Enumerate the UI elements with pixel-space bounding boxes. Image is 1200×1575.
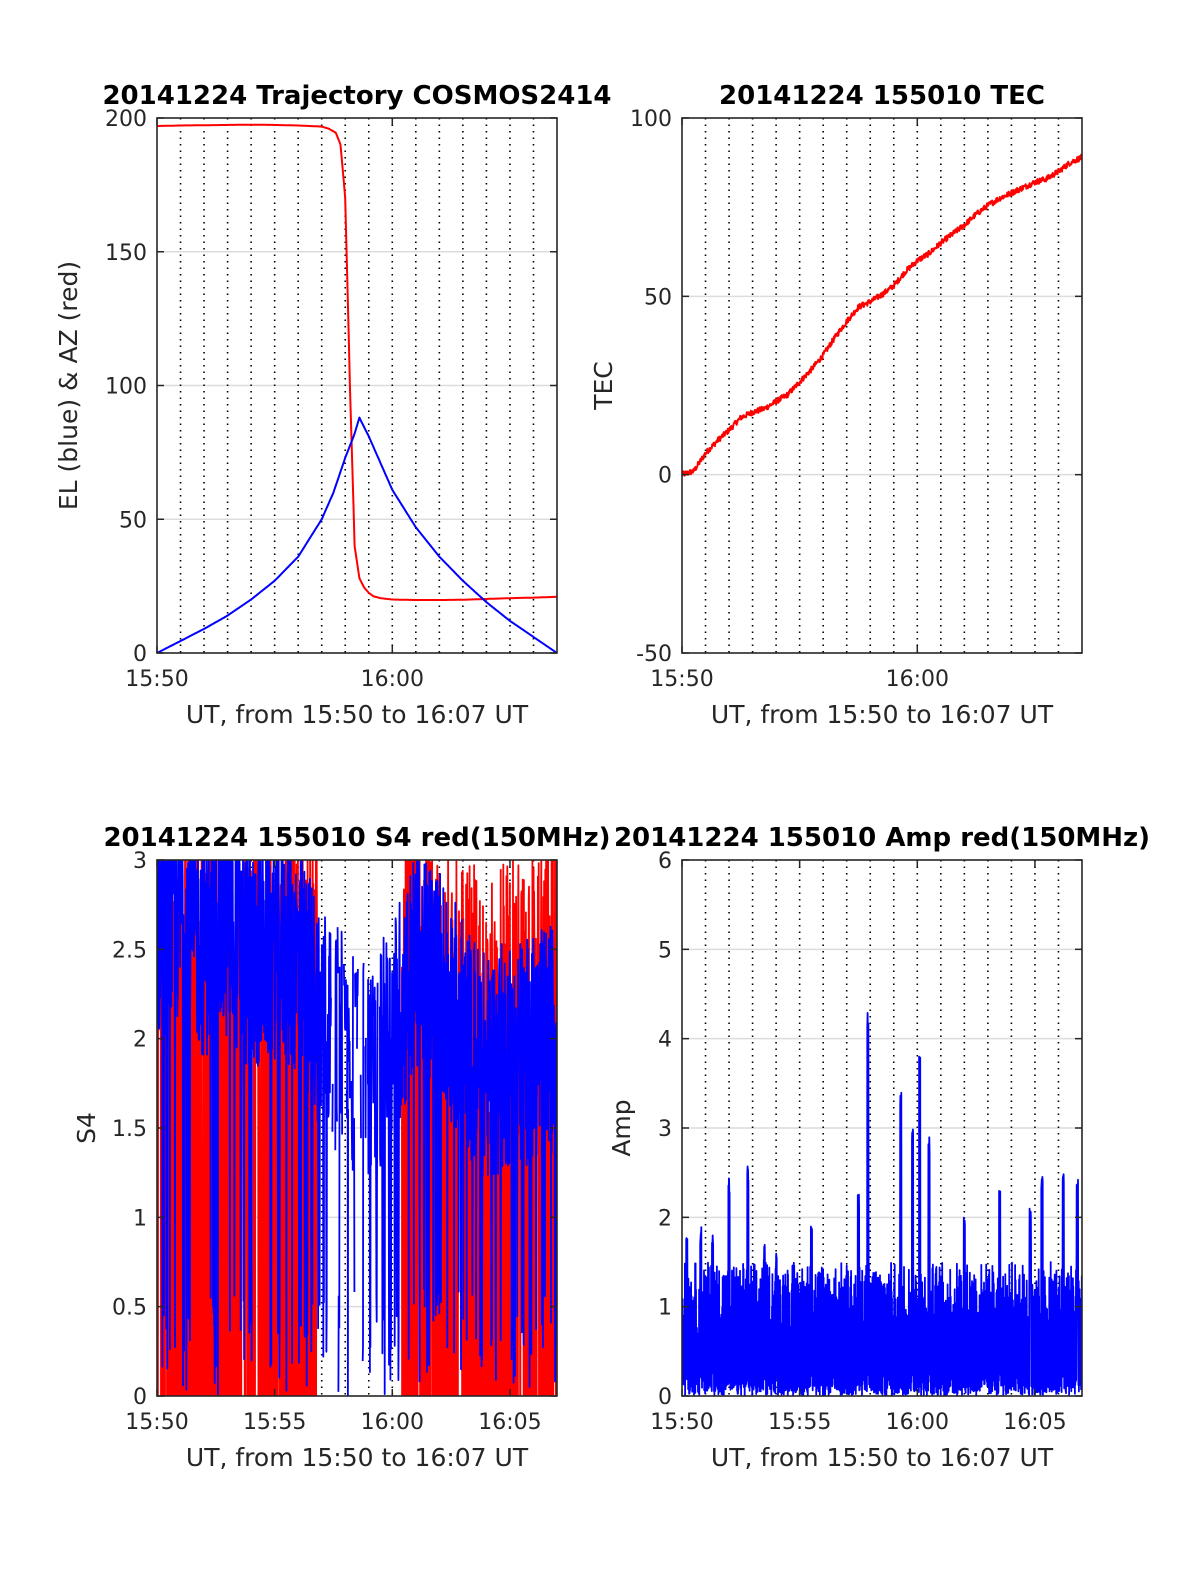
y-tick-label: 0.5 — [112, 1296, 147, 1321]
plot-area — [682, 153, 1082, 477]
y-tick-label: 4 — [658, 1028, 672, 1053]
x-tick-label: 15:55 — [243, 1410, 306, 1435]
y-tick-label: 2 — [658, 1206, 672, 1231]
x-axis-label: UT, from 15:50 to 16:07 UT — [711, 700, 1054, 729]
x-axis-label: UT, from 15:50 to 16:07 UT — [186, 1443, 529, 1472]
y-tick-label: 50 — [644, 285, 672, 310]
x-tick-label: 16:00 — [361, 1410, 424, 1435]
y-tick-label: 6 — [658, 849, 672, 874]
y-tick-label: 100 — [630, 107, 672, 132]
plot-area — [682, 1012, 1082, 1396]
x-tick-label: 16:00 — [886, 1410, 949, 1435]
x-tick-label: 16:05 — [478, 1410, 541, 1435]
y-axis-label: EL (blue) & AZ (red) — [54, 261, 83, 510]
chart-title: 20141224 155010 S4 red(150MHz) — [103, 823, 610, 853]
series-line-2 — [157, 416, 557, 653]
x-tick-label: 15:50 — [125, 1410, 188, 1435]
series-line-2 — [157, 860, 557, 1396]
y-axis-label: TEC — [589, 361, 618, 411]
x-tick-label: 16:05 — [1003, 1410, 1066, 1435]
y-tick-label: 3 — [133, 849, 147, 874]
y-tick-label: 50 — [119, 508, 147, 533]
y-tick-label: 1 — [133, 1206, 147, 1231]
y-tick-label: 2.5 — [112, 938, 147, 963]
y-tick-label: 1 — [658, 1296, 672, 1321]
y-axis-label: S4 — [72, 1112, 101, 1144]
y-tick-label: -50 — [636, 642, 672, 667]
y-tick-label: 200 — [105, 107, 147, 132]
y-tick-label: 5 — [658, 938, 672, 963]
x-axis-label: UT, from 15:50 to 16:07 UT — [711, 1443, 1054, 1472]
chart-title: 20141224 155010 Amp red(150MHz) — [614, 823, 1150, 853]
chart-title: 20141224 Trajectory COSMOS2414 — [102, 81, 611, 111]
x-tick-label: 15:50 — [125, 667, 188, 692]
chart-4: 0 1 2 3 4 5 6 15:50 15:55 16:00 16:05 20141224 1550… — [607, 823, 1150, 1472]
x-tick-label: 16:00 — [886, 667, 949, 692]
series-line-1 — [157, 123, 557, 601]
y-tick-label: 0 — [133, 1385, 147, 1410]
y-tick-label: 150 — [105, 241, 147, 266]
axes-box — [681, 117, 1083, 654]
chart-2: -50 0 50 100 15:50 16:00 20141224 155010 TEC UT… — [589, 81, 1083, 729]
series-line-1 — [682, 1012, 1082, 1396]
chart-title: 20141224 155010 TEC — [719, 81, 1045, 111]
chart-3: 0 0.5 1 1.5 2 2.5 3 15:50 15:55 16:00 16:05 2014122… — [72, 823, 611, 1472]
y-tick-label: 0 — [658, 464, 672, 489]
y-tick-label: 3 — [658, 1117, 672, 1142]
y-tick-label: 2 — [133, 1028, 147, 1053]
y-tick-label: 0 — [658, 1385, 672, 1410]
chart-1: 0 50 100 150 200 15:50 16:00 20141224 Trajector… — [54, 81, 612, 729]
x-tick-label: 16:00 — [361, 667, 424, 692]
x-tick-label: 15:50 — [650, 667, 713, 692]
y-tick-label: 1.5 — [112, 1117, 147, 1142]
x-tick-label: 15:55 — [768, 1410, 831, 1435]
y-tick-label: 100 — [105, 375, 147, 400]
x-tick-label: 15:50 — [650, 1410, 713, 1435]
x-axis-label: UT, from 15:50 to 16:07 UT — [186, 700, 529, 729]
plot-area — [157, 123, 557, 653]
y-axis-label: Amp — [607, 1099, 636, 1156]
plot-area — [157, 860, 557, 1396]
series-line-1 — [682, 153, 1082, 477]
y-tick-label: 0 — [133, 642, 147, 667]
